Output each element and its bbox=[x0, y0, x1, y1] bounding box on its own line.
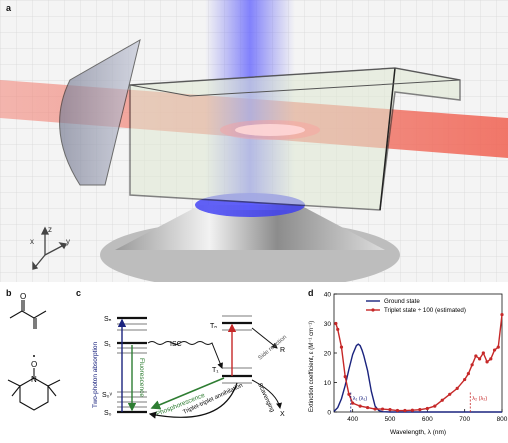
triplet-data-point bbox=[339, 345, 344, 349]
x-tick-label: 800 bbox=[497, 416, 508, 423]
triplet-data-point bbox=[380, 407, 385, 411]
label-fluorescence: Fluorescence bbox=[138, 358, 145, 397]
triplet-data-point bbox=[481, 351, 485, 355]
tempo-nitrogen: N bbox=[31, 375, 37, 384]
triplet-data-point bbox=[470, 363, 474, 367]
triplet-data-point bbox=[492, 348, 497, 352]
triplet-data-point bbox=[440, 398, 444, 402]
panel-label-c: c bbox=[76, 288, 82, 298]
triplet-data-point bbox=[343, 375, 347, 379]
triplet-data-point bbox=[489, 357, 493, 361]
biacetyl-structure bbox=[9, 300, 47, 329]
panel-label-a: a bbox=[6, 3, 12, 13]
chart-legend: Ground state Triplet state ÷ 100 (estimat… bbox=[366, 298, 466, 314]
triplet-data-point bbox=[463, 377, 467, 382]
panel-c-jablonski: c Sₙ S₁ S₀ᵛ S₀ bbox=[72, 288, 304, 438]
legend-label: Ground state bbox=[384, 298, 420, 305]
jablonski-diagram: Sₙ S₁ S₀ᵛ S₀ Tₙ T₁ Two-photon absorption… bbox=[92, 315, 288, 419]
axis-label-x: x bbox=[30, 237, 34, 246]
x-tick-label: 400 bbox=[347, 416, 358, 423]
triplet-data-point bbox=[478, 357, 482, 361]
triplet-data-point bbox=[351, 401, 355, 405]
label-isc: ISC bbox=[170, 341, 182, 348]
triplet-data-point bbox=[366, 405, 370, 410]
y-tick-label: 20 bbox=[324, 351, 332, 358]
triplet-data-point bbox=[334, 321, 338, 326]
triplet-data-point bbox=[433, 404, 437, 408]
side-reaction-arrow bbox=[251, 327, 278, 349]
panel-a-illustration: x y z a bbox=[0, 0, 508, 290]
level-tn: Tₙ bbox=[210, 323, 217, 330]
biacetyl-oxygen: O bbox=[20, 292, 26, 301]
triplet-data-point bbox=[448, 392, 452, 396]
triplet-data-point bbox=[347, 392, 351, 396]
panel-b-molecules: b O O N bbox=[0, 288, 72, 438]
y-tick-label: 30 bbox=[324, 321, 332, 328]
triplet-data-point bbox=[410, 408, 414, 412]
series-line-ground-state bbox=[333, 343, 502, 413]
triplet-data-point bbox=[418, 408, 422, 412]
label-two-photon: Two-photon absorption bbox=[92, 341, 99, 408]
radical-dot bbox=[33, 355, 35, 357]
apparatus-illustration: x y z bbox=[0, 0, 508, 290]
x-tick-label: 700 bbox=[459, 416, 470, 423]
triplet-levels bbox=[222, 321, 252, 378]
label-x: X bbox=[280, 411, 285, 418]
triplet-data-point bbox=[336, 327, 340, 331]
axis-indicator bbox=[32, 226, 67, 270]
triplet-data-point bbox=[466, 372, 470, 376]
triplet-data-point bbox=[455, 386, 459, 390]
tta-arrow bbox=[148, 382, 238, 419]
wavelength-marker-label: λ₁ (λ₁) bbox=[353, 396, 368, 402]
triplet-vibrational-levels bbox=[222, 315, 252, 384]
y-tick-label: 10 bbox=[324, 380, 332, 387]
tempo-oxygen: O bbox=[31, 360, 37, 369]
legend-label: Triplet state ÷ 100 (estimated) bbox=[384, 307, 466, 314]
panel-label-d: d bbox=[308, 288, 314, 298]
triplet-data-point bbox=[425, 406, 429, 411]
objective-cone bbox=[115, 205, 385, 250]
label-r: R bbox=[280, 347, 285, 354]
x-tick-label: 500 bbox=[385, 416, 396, 423]
triplet-data-point bbox=[395, 408, 400, 413]
lens bbox=[59, 38, 141, 186]
molecule-structures: O O N bbox=[7, 292, 61, 411]
panel-d-spectrum: d 400 500 600 700 800 0 10 20 30 40 λ₁ (λ₁) λ₂ (λ… bbox=[304, 288, 508, 438]
axis-label-y: y bbox=[66, 237, 70, 246]
triplet-data-point bbox=[485, 360, 489, 364]
x-tick-label: 600 bbox=[422, 416, 433, 423]
y-tick-label: 0 bbox=[327, 410, 331, 417]
extinction-chart: 400 500 600 700 800 0 10 20 30 40 λ₁ (λ₁) λ₂ (λ₂)… bbox=[309, 292, 508, 437]
level-sn: Sₙ bbox=[104, 316, 112, 323]
level-s0: S₀ bbox=[104, 410, 112, 417]
label-scavenging: Scavenging bbox=[256, 382, 275, 413]
emission-spot bbox=[220, 120, 320, 140]
axis-label-z: z bbox=[48, 225, 52, 234]
triplet-data-point bbox=[496, 345, 500, 349]
tempo-structure bbox=[7, 368, 61, 411]
level-s1: S₁ bbox=[104, 341, 112, 348]
phosphorescence-arrow bbox=[150, 377, 225, 410]
legend-marker bbox=[371, 308, 375, 312]
triplet-data-point bbox=[373, 407, 377, 411]
triplet-data-point bbox=[500, 313, 504, 317]
triplet-data-point bbox=[403, 408, 407, 413]
wavelength-marker-label: λ₂ (λ₂) bbox=[472, 396, 487, 402]
x-axis-label: Wavelength, λ (nm) bbox=[390, 429, 446, 436]
level-t1: T₁ bbox=[212, 367, 219, 374]
scavenging-arrow bbox=[251, 379, 282, 409]
isc-arrow bbox=[147, 341, 223, 369]
y-tick-label: 40 bbox=[324, 292, 332, 299]
y-axis-label: Extinction coefficient, ε (M⁻¹ cm⁻¹) bbox=[309, 321, 315, 412]
triplet-data-point bbox=[388, 408, 392, 412]
level-s0v: S₀ᵛ bbox=[102, 392, 113, 399]
triplet-data-point bbox=[474, 354, 478, 358]
triplet-data-point bbox=[358, 404, 362, 408]
panel-label-b: b bbox=[6, 288, 12, 298]
